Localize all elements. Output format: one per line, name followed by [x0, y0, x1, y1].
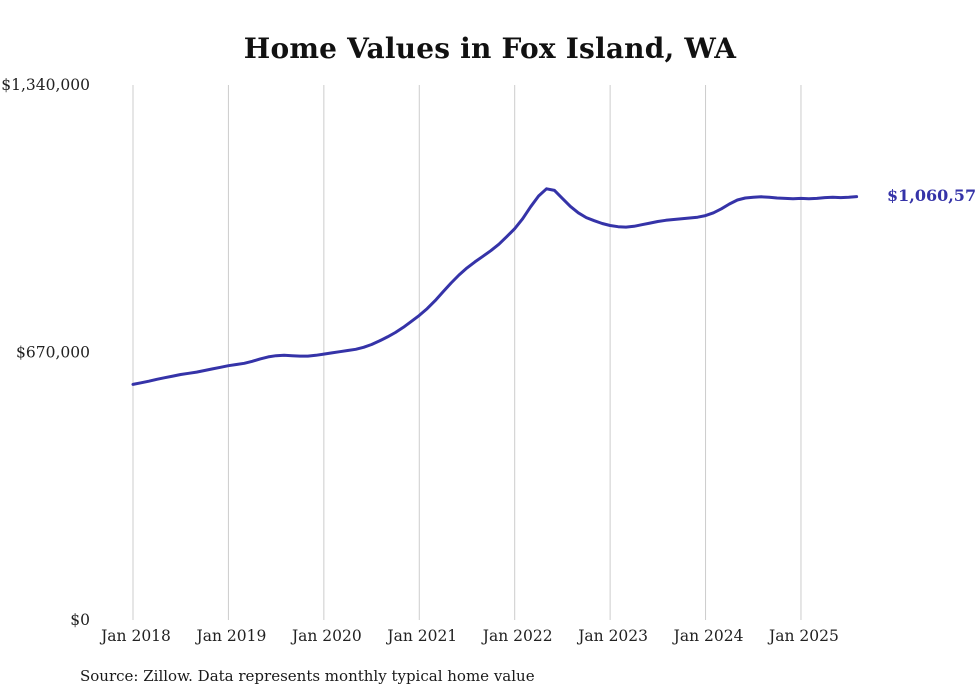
y-tick-label: $1,340,000 [1, 76, 90, 94]
home-value-line [131, 187, 859, 386]
x-tick-label: Jan 2024 [672, 627, 744, 645]
y-tick-label: $670,000 [16, 344, 90, 362]
x-tick-label: Jan 2021 [385, 627, 457, 645]
x-tick-label: Jan 2019 [195, 627, 267, 645]
y-tick-label: $0 [70, 611, 90, 629]
last-value-label: $1,060,57 [887, 186, 977, 205]
x-tick-label: Jan 2025 [767, 627, 839, 645]
x-tick-label: Jan 2023 [576, 627, 648, 645]
x-tick-label: Jan 2018 [99, 627, 171, 645]
chart-title: Home Values in Fox Island, WA [243, 32, 737, 65]
source-note: Source: Zillow. Data represents monthly … [80, 667, 535, 685]
x-tick-label: Jan 2022 [481, 627, 553, 645]
x-tick-label: Jan 2020 [290, 627, 362, 645]
